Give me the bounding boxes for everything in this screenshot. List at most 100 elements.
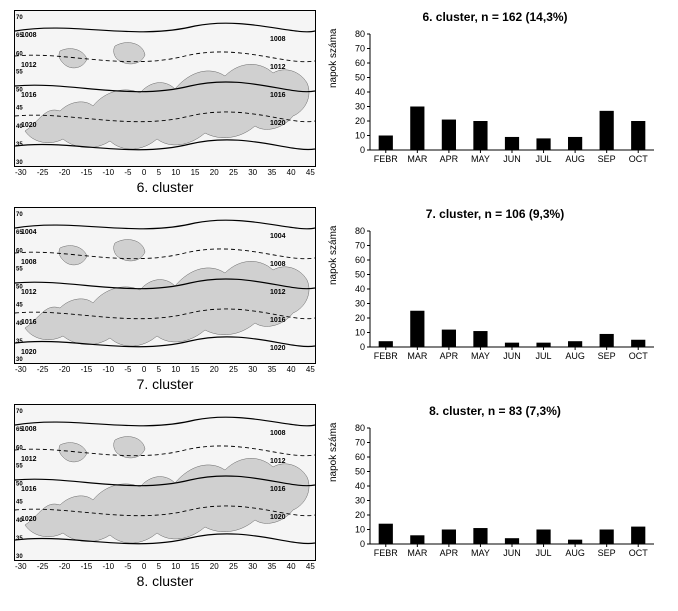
svg-text:SEP: SEP: [598, 548, 616, 558]
map-caption: 6. cluster: [137, 179, 194, 195]
svg-text:AUG: AUG: [565, 154, 585, 164]
svg-text:1012: 1012: [21, 289, 37, 296]
svg-text:60: 60: [16, 51, 23, 57]
svg-text:30: 30: [355, 299, 365, 309]
svg-text:40: 40: [16, 321, 23, 327]
svg-text:55: 55: [16, 463, 23, 469]
svg-text:60: 60: [16, 445, 23, 451]
svg-text:0: 0: [360, 145, 365, 155]
map-xticks: -30-25-20-15-10-5051015202530354045: [15, 562, 315, 571]
svg-text:70: 70: [16, 15, 23, 21]
svg-text:30: 30: [355, 102, 365, 112]
svg-text:JUN: JUN: [503, 548, 521, 558]
svg-text:APR: APR: [440, 154, 459, 164]
svg-text:1012: 1012: [270, 64, 286, 71]
chart-title: 8. cluster, n = 83 (7,3%): [330, 404, 660, 418]
svg-text:10: 10: [355, 328, 365, 338]
svg-text:JUL: JUL: [536, 351, 552, 361]
svg-text:1008: 1008: [21, 259, 37, 266]
svg-text:1016: 1016: [21, 319, 37, 326]
svg-text:1020: 1020: [270, 345, 286, 352]
svg-text:AUG: AUG: [565, 548, 585, 558]
svg-text:1004: 1004: [21, 229, 37, 236]
svg-text:55: 55: [16, 69, 23, 75]
svg-text:1008: 1008: [270, 36, 286, 43]
svg-text:35: 35: [16, 536, 23, 542]
svg-text:1004: 1004: [270, 233, 286, 240]
svg-text:MAR: MAR: [407, 154, 428, 164]
chart-column: 7. cluster, n = 106 (9,3%)napok száma010…: [330, 207, 660, 365]
svg-text:30: 30: [16, 357, 23, 363]
svg-text:40: 40: [16, 124, 23, 130]
svg-text:35: 35: [16, 339, 23, 345]
map-column: 1004 1004 1008 1008 1012 1012 1016 1016 1020 1020…: [10, 207, 320, 392]
svg-text:JUN: JUN: [503, 351, 521, 361]
svg-text:FEBR: FEBR: [374, 351, 399, 361]
svg-text:50: 50: [16, 482, 23, 488]
pressure-map: 1004 1004 1008 1008 1012 1012 1016 1016 1020 1020…: [14, 207, 316, 364]
svg-text:60: 60: [355, 58, 365, 68]
svg-text:30: 30: [16, 554, 23, 560]
svg-text:60: 60: [355, 255, 365, 265]
svg-text:1016: 1016: [21, 486, 37, 493]
svg-text:1012: 1012: [21, 456, 37, 463]
svg-text:0: 0: [360, 342, 365, 352]
svg-text:40: 40: [355, 284, 365, 294]
svg-text:1008: 1008: [270, 430, 286, 437]
svg-text:20: 20: [355, 313, 365, 323]
svg-text:35: 35: [16, 142, 23, 148]
chart-ylabel: napok száma: [328, 423, 339, 482]
svg-text:20: 20: [355, 510, 365, 520]
svg-text:MAY: MAY: [471, 548, 490, 558]
svg-text:JUL: JUL: [536, 548, 552, 558]
svg-text:40: 40: [355, 481, 365, 491]
svg-text:65: 65: [16, 230, 23, 236]
chart-column: 6. cluster, n = 162 (14,3%)napok száma01…: [330, 10, 660, 168]
svg-text:1012: 1012: [21, 62, 37, 69]
map-caption: 7. cluster: [137, 376, 194, 392]
svg-text:70: 70: [355, 44, 365, 54]
svg-text:55: 55: [16, 266, 23, 272]
svg-text:30: 30: [16, 160, 23, 166]
chart-ylabel: napok száma: [328, 226, 339, 285]
svg-text:40: 40: [355, 87, 365, 97]
pressure-map: 1008100810121012101610161020102070656055…: [14, 10, 316, 167]
svg-text:OCT: OCT: [629, 351, 649, 361]
map-xticks: -30-25-20-15-10-5051015202530354045: [15, 168, 315, 177]
map-column: 1008100810121012101610161020102070656055…: [10, 10, 320, 195]
svg-text:70: 70: [355, 241, 365, 251]
svg-text:JUL: JUL: [536, 154, 552, 164]
svg-text:JUN: JUN: [503, 154, 521, 164]
svg-text:80: 80: [355, 423, 365, 433]
svg-text:45: 45: [16, 303, 23, 309]
svg-text:FEBR: FEBR: [374, 154, 399, 164]
svg-text:45: 45: [16, 500, 23, 506]
svg-text:0: 0: [360, 539, 365, 549]
svg-text:1008: 1008: [21, 426, 37, 433]
svg-text:AUG: AUG: [565, 351, 585, 361]
svg-text:1020: 1020: [270, 120, 286, 127]
svg-text:MAY: MAY: [471, 351, 490, 361]
svg-text:20: 20: [355, 116, 365, 126]
svg-text:1020: 1020: [21, 349, 37, 356]
chart-ylabel: napok száma: [328, 29, 339, 88]
svg-text:1016: 1016: [270, 317, 286, 324]
svg-text:65: 65: [16, 33, 23, 39]
map-xticks: -30-25-20-15-10-5051015202530354045: [15, 365, 315, 374]
svg-text:70: 70: [16, 212, 23, 218]
svg-text:OCT: OCT: [629, 548, 649, 558]
map-column: 1008100810121012101610161020102070656055…: [10, 404, 320, 589]
svg-text:1012: 1012: [270, 289, 286, 296]
svg-text:65: 65: [16, 427, 23, 433]
svg-text:1020: 1020: [270, 514, 286, 521]
svg-text:MAR: MAR: [407, 548, 428, 558]
svg-text:1008: 1008: [270, 261, 286, 268]
svg-text:45: 45: [16, 106, 23, 112]
svg-text:60: 60: [16, 248, 23, 254]
bar-chart: napok száma01020304050607080FEBRMARAPRMA…: [340, 28, 660, 168]
svg-text:FEBR: FEBR: [374, 548, 399, 558]
svg-text:1020: 1020: [21, 516, 37, 523]
svg-text:MAR: MAR: [407, 351, 428, 361]
svg-text:1016: 1016: [21, 92, 37, 99]
panel-row: 1004100410081008101210121016101610201020…: [10, 207, 668, 392]
